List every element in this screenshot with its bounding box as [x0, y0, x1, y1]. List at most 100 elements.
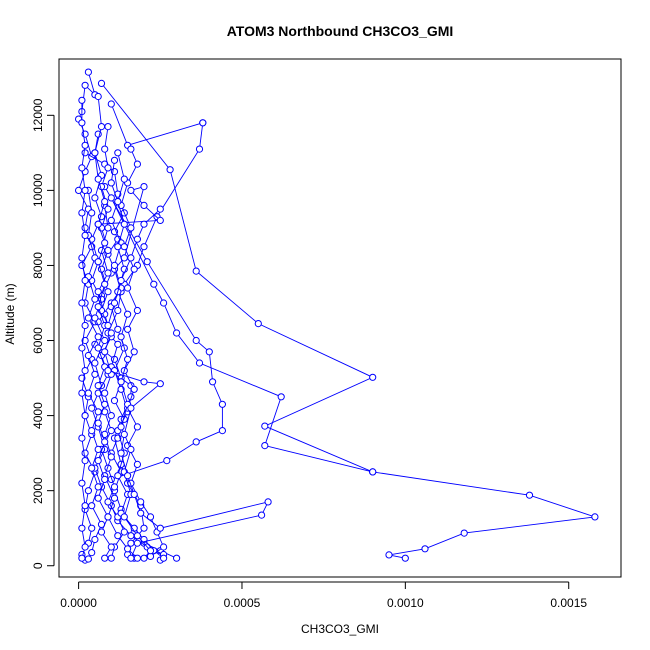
data-point: [88, 404, 96, 412]
data-point: [192, 267, 200, 275]
y-tick-label: 10000: [31, 173, 45, 207]
x-axis-label: CH3CO3_GMI: [301, 622, 379, 636]
data-point: [81, 81, 89, 89]
data-point: [104, 205, 112, 213]
data-point: [94, 483, 102, 491]
data-point: [78, 554, 86, 562]
data-point: [385, 551, 393, 559]
data-point: [160, 554, 168, 562]
data-point: [81, 276, 89, 285]
data-point: [254, 320, 262, 328]
data-point: [88, 502, 96, 510]
y-tick-label: 8000: [31, 252, 45, 279]
data-point: [140, 183, 148, 191]
data-point: [401, 554, 409, 562]
data-point: [88, 549, 96, 557]
data-point: [163, 457, 171, 465]
data-point: [94, 220, 102, 228]
data-point: [91, 149, 99, 157]
data-point: [114, 532, 122, 540]
data-point: [133, 554, 141, 562]
data-point: [94, 258, 102, 266]
data-point: [156, 216, 164, 224]
data-point: [94, 419, 102, 427]
data-point: [120, 513, 128, 521]
data-point: [114, 325, 122, 333]
data-point: [101, 438, 109, 446]
data-point: [150, 280, 158, 288]
data-point: [261, 422, 269, 430]
data-point: [143, 258, 151, 266]
data-point: [133, 539, 141, 547]
data-point: [101, 198, 109, 206]
data-point: [81, 543, 89, 551]
data-point: [104, 498, 112, 506]
data-point: [156, 524, 164, 532]
data-point: [78, 254, 86, 262]
y-tick-label: 12000: [31, 98, 45, 132]
data-point: [84, 314, 93, 322]
data-point: [107, 543, 115, 551]
data-point: [127, 445, 135, 453]
data-point: [124, 284, 132, 292]
data-point: [130, 348, 138, 356]
data-point: [91, 314, 99, 322]
data-point: [140, 524, 148, 532]
data-point: [91, 194, 99, 202]
data-point: [84, 68, 93, 76]
data-point: [195, 359, 204, 367]
axes-layer: 0.0000 0.0005 0.0010 0.0015 0 2000 4000 6000 800…: [31, 98, 587, 610]
data-point: [127, 224, 135, 232]
data-point: [110, 483, 119, 491]
data-point: [81, 449, 89, 457]
data-point: [101, 239, 109, 247]
data-point: [78, 479, 86, 487]
data-point: [124, 325, 132, 333]
data-point: [130, 490, 138, 498]
data-point: [130, 265, 138, 273]
data-point: [156, 380, 164, 388]
data-point: [160, 299, 168, 307]
series-16: [114, 149, 155, 562]
data-point: [114, 243, 122, 251]
data-point: [124, 355, 132, 363]
data-point: [97, 528, 106, 536]
data-point: [166, 166, 174, 174]
series-line: [117, 152, 152, 559]
data-point: [192, 336, 200, 345]
data-point: [591, 513, 599, 521]
x-tick-label: 0.0010: [387, 596, 424, 610]
data-point: [78, 299, 86, 307]
data-point: [192, 438, 200, 446]
data-point: [84, 555, 93, 563]
data-point: [140, 220, 148, 228]
data-point: [101, 348, 109, 356]
data-point: [101, 336, 109, 345]
data-point: [117, 378, 125, 386]
data-point: [97, 79, 106, 88]
data-point: [110, 261, 119, 269]
data-point: [110, 299, 119, 307]
data-point: [133, 160, 141, 168]
data-point: [88, 524, 96, 532]
data-point: [110, 156, 119, 164]
data-point: [81, 149, 89, 157]
data-point: [120, 220, 128, 228]
x-tick-label: 0.0005: [224, 596, 261, 610]
data-point: [127, 254, 135, 262]
data-point: [78, 344, 86, 352]
data-point: [110, 397, 119, 405]
data-point: [114, 340, 122, 348]
data-point: [88, 209, 96, 217]
data-point: [120, 528, 128, 536]
y-tick-label: 6000: [31, 327, 45, 354]
y-tick-label: 2000: [31, 477, 45, 504]
data-point: [127, 554, 135, 562]
data-point: [205, 348, 213, 356]
series-19: [104, 367, 272, 562]
series-14: [78, 96, 89, 562]
series-layer: [75, 68, 599, 564]
data-point: [120, 243, 128, 251]
data-point: [133, 306, 141, 315]
data-point: [81, 224, 89, 232]
